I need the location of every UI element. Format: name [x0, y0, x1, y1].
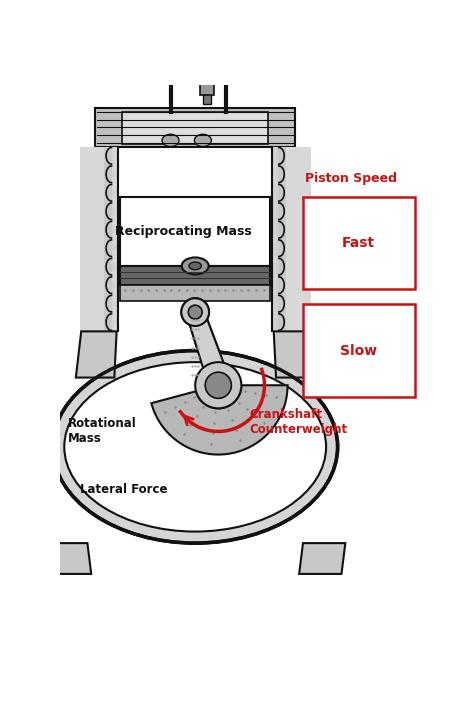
Polygon shape — [272, 202, 284, 220]
Polygon shape — [186, 312, 232, 385]
Bar — [122, 112, 268, 144]
Polygon shape — [272, 276, 284, 295]
Bar — [104, 276, 112, 295]
Ellipse shape — [163, 62, 178, 69]
Bar — [278, 220, 286, 239]
Circle shape — [204, 38, 210, 43]
Bar — [303, 304, 415, 396]
Polygon shape — [106, 313, 118, 331]
Bar — [104, 147, 112, 165]
Polygon shape — [106, 239, 118, 258]
Bar — [120, 266, 270, 285]
Circle shape — [205, 372, 231, 399]
Polygon shape — [106, 202, 118, 220]
Text: Lateral Force: Lateral Force — [80, 483, 167, 496]
Bar — [104, 313, 112, 331]
Bar — [278, 147, 286, 165]
Text: Rotational
Mass: Rotational Mass — [68, 418, 137, 445]
Bar — [104, 295, 112, 313]
Polygon shape — [151, 385, 288, 455]
Bar — [104, 183, 112, 202]
Bar — [278, 183, 286, 202]
Bar — [303, 197, 415, 289]
Polygon shape — [272, 220, 284, 239]
Bar — [95, 108, 295, 147]
Text: Fast: Fast — [342, 236, 375, 250]
Polygon shape — [272, 295, 284, 313]
Polygon shape — [186, 312, 232, 385]
Bar — [278, 276, 286, 295]
Polygon shape — [273, 331, 315, 377]
Polygon shape — [299, 543, 346, 574]
Polygon shape — [272, 239, 284, 258]
Bar — [104, 258, 112, 276]
Circle shape — [182, 298, 209, 326]
Polygon shape — [106, 295, 118, 313]
Ellipse shape — [64, 362, 326, 532]
Polygon shape — [272, 313, 284, 331]
Polygon shape — [106, 165, 118, 183]
Bar — [278, 313, 286, 331]
Polygon shape — [76, 331, 117, 377]
Bar — [120, 285, 270, 301]
Bar — [104, 220, 112, 239]
Bar — [278, 202, 286, 220]
Polygon shape — [272, 258, 284, 276]
Text: Crankshaft
Counterweight: Crankshaft Counterweight — [249, 409, 347, 436]
Bar — [278, 165, 286, 183]
Bar — [104, 202, 112, 220]
Ellipse shape — [194, 135, 211, 147]
Polygon shape — [272, 147, 284, 165]
Circle shape — [205, 372, 231, 399]
Polygon shape — [151, 385, 288, 455]
Bar — [200, 81, 214, 95]
Polygon shape — [106, 258, 118, 276]
Bar — [272, 147, 310, 331]
Bar — [104, 239, 112, 258]
Bar — [278, 258, 286, 276]
Polygon shape — [45, 543, 91, 574]
Bar — [203, 74, 210, 104]
Ellipse shape — [53, 350, 337, 543]
Bar — [278, 239, 286, 258]
Bar — [204, 56, 210, 75]
Circle shape — [188, 305, 202, 319]
Circle shape — [188, 305, 202, 319]
Text: Reciprocating Mass: Reciprocating Mass — [115, 224, 252, 238]
Ellipse shape — [182, 258, 209, 275]
Circle shape — [182, 298, 209, 326]
Bar — [104, 165, 112, 183]
Text: Slow: Slow — [340, 343, 377, 358]
Bar — [278, 295, 286, 313]
Text: Piston Speed: Piston Speed — [304, 172, 397, 185]
Ellipse shape — [189, 262, 201, 270]
Bar — [80, 147, 118, 331]
Circle shape — [195, 362, 241, 409]
Polygon shape — [272, 183, 284, 202]
Ellipse shape — [162, 135, 179, 147]
Polygon shape — [106, 183, 118, 202]
Polygon shape — [106, 147, 118, 165]
Polygon shape — [272, 165, 284, 183]
Bar — [120, 197, 270, 266]
Polygon shape — [106, 276, 118, 295]
Circle shape — [195, 362, 241, 409]
Polygon shape — [106, 220, 118, 239]
